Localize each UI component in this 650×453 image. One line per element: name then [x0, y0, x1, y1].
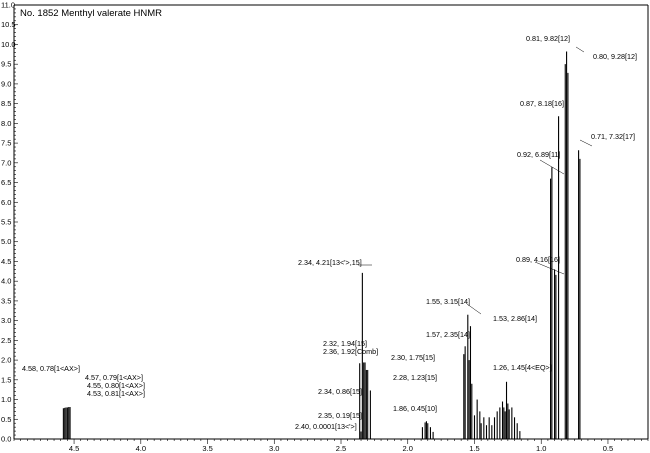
peak-annotation-label: 1.26, 1.45[4<EQ>] — [493, 363, 552, 372]
y-tick-label: 3.5 — [1, 296, 11, 305]
y-tick-label: 0.5 — [1, 415, 11, 424]
y-tick-label: 4.0 — [1, 277, 11, 286]
y-tick-label: 8.0 — [1, 119, 11, 128]
x-tick-label: 1.5 — [469, 444, 479, 453]
peak-annotation-label: 2.34, 4.21[13<'>,15] — [298, 258, 362, 267]
y-tick-label: 10.5 — [1, 20, 16, 29]
peak-annotation-label: 0.81, 9.82[12] — [526, 34, 570, 43]
peak-annotation-label: 4.57, 0.79[1<AX>] — [85, 373, 143, 382]
y-tick-label: 2.0 — [1, 356, 11, 365]
y-tick-label: 5.0 — [1, 237, 11, 246]
peak-annotation-label: 2.34, 0.86[15] — [318, 387, 362, 396]
peak-annotation-label: 0.89, 4.16[16] — [516, 255, 560, 264]
y-tick-label: 0.0 — [1, 435, 11, 444]
y-tick-label: 3.0 — [1, 316, 11, 325]
peak-annotation-label: 4.55, 0.80[1<AX>] — [87, 381, 145, 390]
annotation-leader-line — [579, 139, 593, 147]
x-tick-label: 2.0 — [403, 444, 413, 453]
x-tick-label: 3.0 — [269, 444, 279, 453]
y-tick-label: 9.5 — [1, 60, 11, 69]
peak-annotation-label: 1.57, 2.35[14] — [426, 330, 470, 339]
peak-annotation-label: 2.36, 1.92[Comb] — [323, 347, 378, 356]
peak-annotation-label: 0.71, 7.32[17] — [591, 132, 635, 141]
peak-annotation-label: 0.87, 8.18[16] — [520, 99, 564, 108]
y-tick-label: 7.0 — [1, 158, 11, 167]
peak-annotation-label: 2.30, 1.75[15] — [391, 353, 435, 362]
y-tick-label: 1.5 — [1, 375, 11, 384]
x-tick-label: 0.5 — [603, 444, 613, 453]
peak-annotation-label: 2.35, 0.19[15] — [318, 411, 362, 420]
y-tick-label: 6.5 — [1, 178, 11, 187]
y-tick-label: 1.0 — [1, 395, 11, 404]
y-tick-label: 6.0 — [1, 198, 11, 207]
x-tick-label: 4.0 — [136, 444, 146, 453]
peak-annotation-label: 1.53, 2.86[14] — [493, 314, 537, 323]
x-tick-label: 4.5 — [69, 444, 79, 453]
chart-title: No. 1852 Menthyl valerate HNMR — [20, 8, 162, 19]
peak-annotation-label: 4.53, 0.81[1<AX>] — [87, 389, 145, 398]
y-tick-label: 11.0 — [1, 1, 15, 10]
peak-annotation-label: 2.28, 1.23[15] — [393, 373, 437, 382]
x-tick-label: 3.5 — [202, 444, 212, 453]
annotation-leader-line — [539, 159, 565, 175]
y-tick-label: 4.5 — [1, 257, 11, 266]
peak-annotation-label: 2.32, 1.94[15] — [323, 339, 367, 348]
x-tick-label: 1.0 — [536, 444, 546, 453]
x-tick-label: 2.5 — [336, 444, 346, 453]
y-tick-label: 8.5 — [1, 99, 11, 108]
peak-annotation-label: 0.80, 9.28[12] — [593, 52, 637, 61]
y-tick-label: 2.5 — [1, 336, 11, 345]
y-tick-label: 9.0 — [1, 79, 11, 88]
y-tick-label: 7.5 — [1, 139, 11, 148]
annotation-leader-line — [575, 46, 585, 53]
y-tick-label: 10.0 — [1, 40, 16, 49]
peak-annotation-label: 1.55, 3.15[14] — [426, 297, 470, 306]
annotation-leader-line — [534, 261, 565, 275]
y-tick-label: 5.5 — [1, 218, 11, 227]
peak-annotation-label: 1.86, 0.45[10] — [393, 404, 437, 413]
annotation-leader-line — [466, 303, 482, 315]
peak-annotation-label: 4.58, 0.78[1<AX>] — [22, 364, 80, 373]
peak-annotation-label: 2.40, 0.0001[13<'>] — [295, 422, 357, 431]
peak-annotation-label: 0.92, 6.89[11] — [517, 150, 560, 159]
